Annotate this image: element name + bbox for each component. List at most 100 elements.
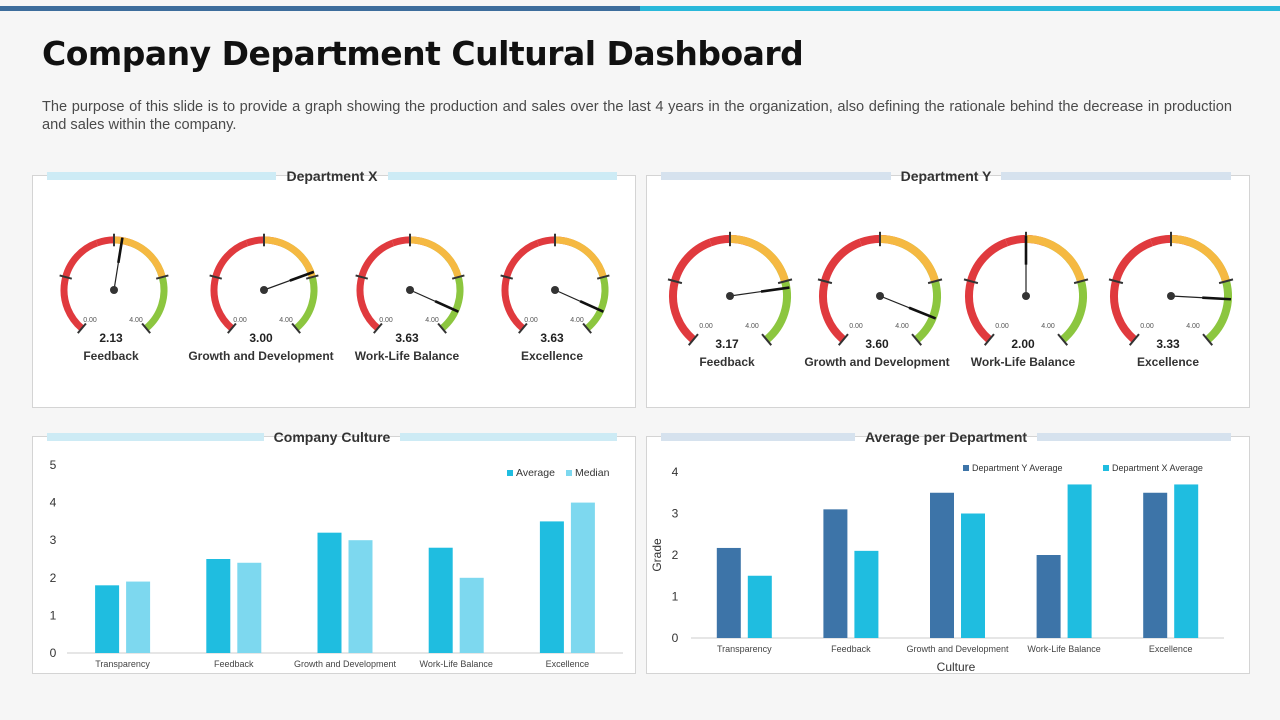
department-y-excellence-tick-0 (1128, 333, 1140, 346)
company-culture-bar-average-work-life-balance (428, 547, 453, 653)
company-culture-chart: 0 1 2 3 4 5 Transparency Feedback Growth and Dev… (50, 458, 623, 669)
department-x-work-life-balance-max-label: 4.00 (425, 317, 439, 324)
average-per-department-ytick-2: 2 (672, 548, 679, 562)
department-y-feedback-label: Feedback (699, 355, 755, 369)
department-x-feedback-arc-green-2 (143, 276, 168, 331)
average-per-department-xtick-work-life-balance: Work-Life Balance (1027, 644, 1100, 654)
company-culture-legend-median: Median (575, 467, 610, 479)
department-y-work-life-balance-tick-1 (963, 278, 979, 285)
department-x-excellence-tick-4 (582, 322, 592, 334)
department-y-feedback-needle-tip (760, 286, 790, 293)
average-per-department-xtick-feedback: Feedback (831, 644, 871, 654)
department-y-work-life-balance-min-label: 0.00 (995, 323, 1009, 330)
department-y-feedback-tick-0 (687, 333, 699, 346)
department-y-growth-and-development-arc-green-2 (913, 280, 941, 343)
department-x-excellence-min-label: 0.00 (524, 317, 538, 324)
department-y-growth-and-development-needle-tip (908, 306, 937, 320)
department-y-growth-and-development-arc-red (819, 238, 862, 343)
department-x-work-life-balance-gauge: 0.00 4.00 3.63 Work-Life Balance (355, 233, 465, 363)
department-y-growth-and-development-arc-yellow (879, 235, 939, 283)
average-per-department-ylabel: Grade (650, 538, 664, 572)
department-x-feedback-tick-1 (59, 274, 73, 280)
department-y-growth-and-development-hub (876, 292, 884, 300)
company-culture-bar-average-feedback (206, 559, 231, 653)
department-y-excellence-arc-yellow (1170, 235, 1230, 283)
department-y-excellence-label: Excellence (1137, 355, 1199, 369)
department-y-gauges: 0.00 4.00 3.17 Feedback 0.00 4.00 3.60 Growth a… (667, 231, 1234, 369)
top-accent-bar-right (640, 6, 1280, 11)
department-x-work-life-balance-label: Work-Life Balance (355, 349, 460, 363)
department-x-feedback-value: 2.13 (99, 331, 123, 345)
average-per-department-legend-swatch-department-x-average (1103, 465, 1109, 471)
company-culture-ytick-1: 1 (50, 608, 57, 622)
department-y-growth-and-development-max-label: 4.00 (895, 323, 909, 330)
department-y-feedback-arc-red (669, 238, 712, 343)
company-culture-ytick-0: 0 (50, 646, 57, 660)
department-x-growth-and-development-needle-tip (289, 270, 315, 282)
department-x-feedback-min-label: 0.00 (83, 317, 97, 324)
company-culture-xtick-feedback: Feedback (214, 659, 254, 669)
department-y-excellence-tick-3 (1218, 278, 1234, 285)
department-y-feedback-max-label: 4.00 (745, 323, 759, 330)
company-culture-bar-median-transparency (126, 581, 151, 653)
company-culture-legend-average: Average (516, 467, 555, 479)
department-y-header: Department Y (661, 166, 1231, 186)
department-y-work-life-balance-gauge: 0.00 4.00 2.00 Work-Life Balance (963, 231, 1089, 369)
department-y-panel: 0.00 4.00 3.17 Feedback 0.00 4.00 3.60 Growth a… (646, 168, 1250, 408)
department-x-feedback-max-label: 4.00 (129, 317, 143, 324)
department-x-header: Department X (47, 166, 617, 186)
department-x-feedback-tick-4 (141, 322, 151, 334)
department-x-growth-and-development-tick-1 (209, 274, 223, 280)
department-x-work-life-balance-tick-0 (373, 322, 383, 334)
company-culture-xtick-growth-and-development: Growth and Development (294, 659, 397, 669)
company-culture-bar-median-excellence (570, 502, 595, 653)
department-x-growth-and-development-label: Growth and Development (188, 349, 333, 363)
company-culture-bar-median-work-life-balance (459, 577, 484, 653)
company-culture-bar-average-transparency (95, 585, 120, 653)
company-culture-bar-average-growth-and-development (317, 532, 342, 653)
average-per-department-bar-department-y-average-excellence (1143, 492, 1168, 638)
average-per-department-legend-department-x-average: Department X Average (1112, 463, 1203, 473)
department-y-work-life-balance-tick-3 (1073, 278, 1089, 285)
department-x-growth-and-development-max-label: 4.00 (279, 317, 293, 324)
department-y-excellence-min-label: 0.00 (1140, 323, 1154, 330)
department-y-excellence-hub (1167, 292, 1175, 300)
department-y-work-life-balance-arc-red (965, 238, 1008, 343)
page-description: The purpose of this slide is to provide … (42, 99, 1232, 133)
department-x-growth-and-development-value: 3.00 (249, 331, 273, 345)
average-per-department-header: Average per Department (661, 427, 1231, 447)
average-per-department-xtick-transparency: Transparency (717, 644, 772, 654)
department-x-excellence-tick-1 (500, 274, 514, 280)
average-per-department-legend-swatch-department-y-average (963, 465, 969, 471)
average-per-department-chart: 0 1 2 3 4 Transparency Feedback Growth and Deve… (650, 463, 1224, 673)
department-y-feedback-min-label: 0.00 (699, 323, 713, 330)
department-y-growth-and-development-min-label: 0.00 (849, 323, 863, 330)
department-y-work-life-balance-max-label: 4.00 (1041, 323, 1055, 330)
department-x-excellence-tick-3 (596, 274, 610, 280)
department-x-work-life-balance-arc-green-2 (439, 276, 464, 331)
department-y-work-life-balance-arc-yellow (1025, 235, 1085, 283)
department-y-excellence-arc-red (1110, 238, 1153, 343)
average-per-department-ytick-0: 0 (672, 631, 679, 645)
average-per-department-title: Average per Department (864, 429, 1028, 445)
average-per-department-bar-department-y-average-feedback (823, 509, 848, 638)
department-x-work-life-balance-arc-red (356, 239, 395, 331)
department-y-growth-and-development-label: Growth and Development (804, 355, 949, 369)
department-x-growth-and-development-tick-3 (305, 274, 319, 280)
department-y-title: Department Y (900, 168, 992, 184)
average-per-department-bar-department-x-average-work-life-balance (1067, 484, 1092, 638)
department-x-work-life-balance-min-label: 0.00 (379, 317, 393, 324)
department-x-excellence-label: Excellence (521, 349, 583, 363)
department-x-feedback-tick-0 (77, 322, 87, 334)
department-y-excellence-arc-green-2 (1204, 280, 1232, 343)
department-x-excellence-value: 3.63 (540, 331, 564, 345)
average-per-department-xlabel: Culture (937, 660, 976, 673)
company-culture-panel: 0 1 2 3 4 5 Transparency Feedback Growth and Dev… (32, 429, 636, 674)
average-per-department-panel: 0 1 2 3 4 Transparency Feedback Growth and Deve… (646, 429, 1250, 674)
department-x-panel: 0.00 4.00 2.13 Feedback 0.00 4.00 3.00 Growth a… (32, 168, 636, 408)
department-x-excellence-max-label: 4.00 (570, 317, 584, 324)
department-x-excellence-needle-tip (579, 300, 604, 313)
department-y-feedback-value: 3.17 (715, 337, 739, 351)
average-per-department-bar-department-x-average-feedback (854, 550, 879, 638)
company-culture-bar-average-excellence (539, 521, 564, 653)
